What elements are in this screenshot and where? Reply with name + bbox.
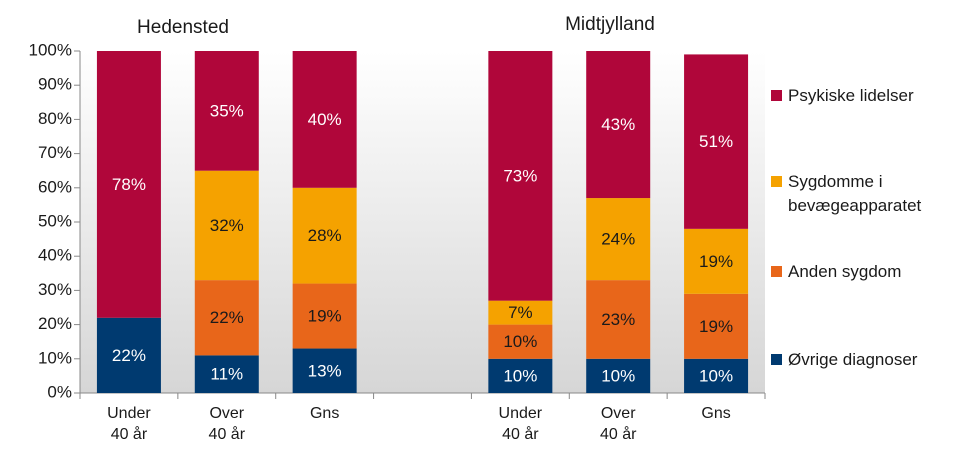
legend-marker [771, 90, 782, 101]
x-tick-label: Over 40 år [208, 405, 246, 443]
data-label: 73% [503, 166, 537, 185]
bar-segment [586, 280, 651, 359]
legend-marker [771, 354, 782, 365]
bar-segment [684, 54, 749, 229]
group-title: Midtjylland [565, 14, 655, 35]
bar-segment [292, 348, 357, 393]
bar-segment [684, 358, 749, 393]
legend-marker [771, 266, 782, 277]
data-label: 10% [699, 366, 733, 385]
y-tick-label: 70% [38, 143, 72, 162]
data-label: 19% [308, 307, 342, 326]
legend-marker [771, 176, 782, 187]
data-label: 19% [699, 252, 733, 271]
y-tick-label: 20% [38, 314, 72, 333]
y-tick-label: 60% [38, 177, 72, 196]
data-label: 13% [308, 361, 342, 380]
data-label: 7% [508, 303, 533, 322]
data-label: 51% [699, 132, 733, 151]
bar-segment [488, 358, 553, 393]
x-tick-label: Over 40 år [599, 405, 637, 443]
data-label: 40% [308, 110, 342, 129]
bar-segment [194, 280, 259, 356]
bar-segment [96, 51, 161, 318]
plot-background [80, 51, 765, 393]
x-tick-label: Under 40 år [498, 405, 543, 443]
data-label: 19% [699, 317, 733, 336]
bar-segment [194, 51, 259, 171]
data-label: 22% [112, 346, 146, 365]
bar-segment [292, 283, 357, 349]
data-label: 22% [210, 308, 244, 327]
legend-label: Øvrige diagnoser [788, 350, 918, 369]
bar-segment [292, 187, 357, 284]
bar-segment [194, 170, 259, 281]
y-tick-label: 30% [38, 280, 72, 299]
bar-segment [586, 358, 651, 393]
data-label: 32% [210, 216, 244, 235]
data-label: 28% [308, 226, 342, 245]
bar-segment [586, 51, 651, 199]
data-label: 10% [503, 366, 537, 385]
data-label: 23% [601, 310, 635, 329]
data-label: 43% [601, 115, 635, 134]
bar-segment [96, 317, 161, 393]
y-tick-label: 90% [38, 75, 72, 94]
y-tick-label: 80% [38, 109, 72, 128]
bar-segment [488, 51, 553, 301]
y-tick-label: 50% [38, 211, 72, 230]
bar-segment [586, 198, 651, 281]
bar-segment [684, 293, 749, 359]
data-label: 24% [601, 230, 635, 249]
x-tick-label: Gns [309, 405, 340, 422]
data-label: 10% [601, 366, 635, 385]
legend-label: Anden sygdom [788, 262, 902, 281]
y-tick-label: 0% [47, 382, 72, 401]
x-tick-label: Gns [701, 405, 731, 422]
bar-segment [684, 228, 749, 294]
data-label: 11% [210, 365, 243, 384]
data-label: 78% [112, 175, 146, 194]
bar-segment [488, 324, 553, 359]
legend-label: Psykiske lidelser [788, 86, 914, 105]
bar-segment [194, 355, 259, 393]
y-tick-label: 40% [38, 246, 72, 265]
legend-label: Sygdomme i bevægeapparatet [788, 172, 922, 215]
group-title: Hedensted [137, 17, 229, 38]
bar-segment [488, 300, 553, 325]
bar-segment [292, 51, 357, 188]
data-label: 10% [503, 332, 537, 351]
x-tick-label: Under 40 år [107, 405, 151, 443]
y-tick-label: 100% [29, 40, 72, 59]
data-label: 35% [210, 101, 244, 120]
y-tick-label: 10% [38, 348, 72, 367]
